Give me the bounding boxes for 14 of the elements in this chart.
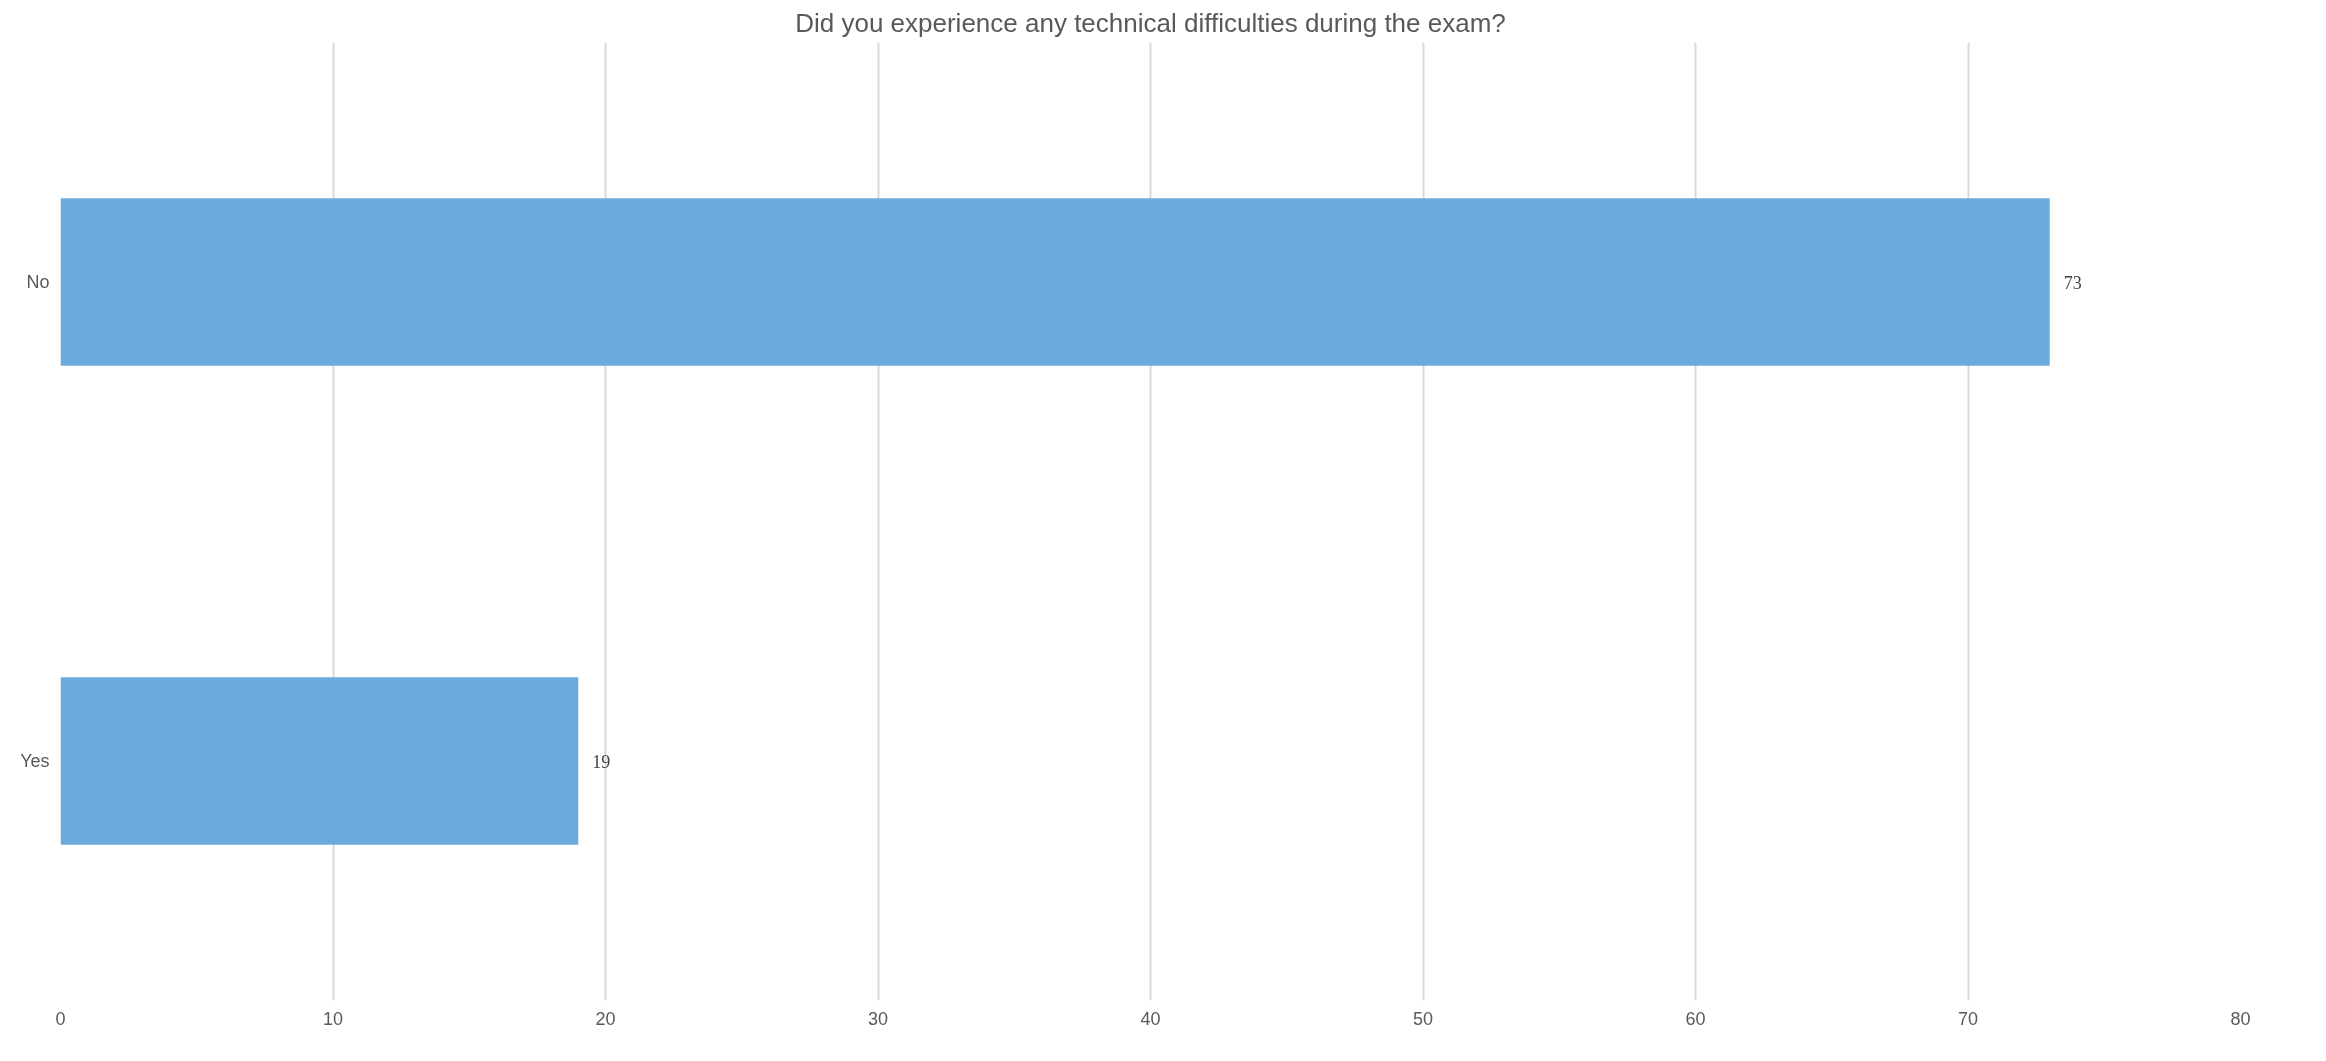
- data-label: 73: [2063, 272, 2082, 293]
- x-tick-label: 20: [595, 1008, 616, 1029]
- x-tick-label: 10: [322, 1008, 344, 1029]
- x-tick-label: 70: [1957, 1008, 1979, 1029]
- y-tick-label: Yes: [20, 751, 50, 771]
- x-tick-label: 80: [2230, 1008, 2251, 1029]
- x-tick-label: 30: [867, 1008, 889, 1029]
- y-tick-label: No: [26, 272, 50, 292]
- x-tick-label: 60: [1685, 1008, 1706, 1029]
- chart-title: Did you experience any technical difficulties during the exam?: [795, 7, 1506, 38]
- data-label: 19: [592, 751, 611, 772]
- x-tick-label: 50: [1412, 1008, 1434, 1029]
- x-tick-label: 0: [55, 1008, 66, 1029]
- x-tick-label: 40: [1140, 1008, 1161, 1029]
